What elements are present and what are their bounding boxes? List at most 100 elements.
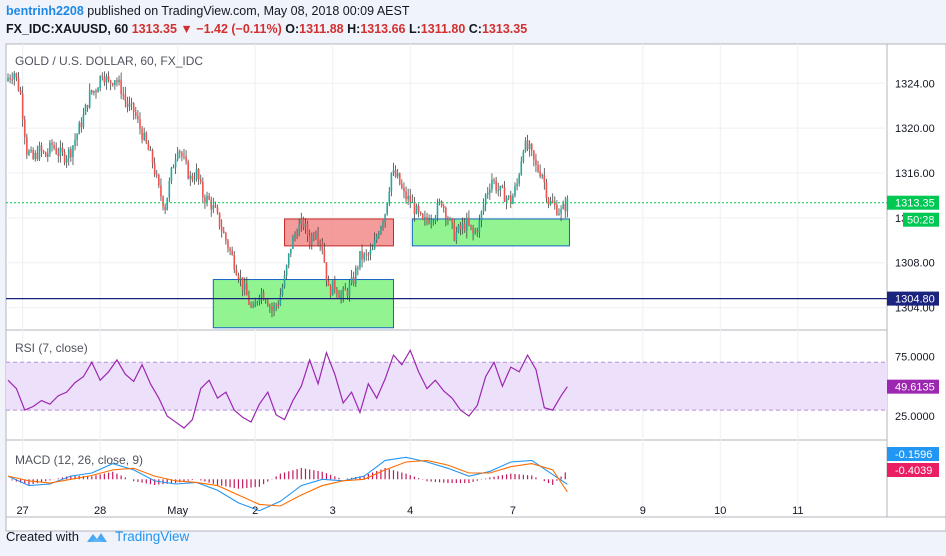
candle-body [82,114,85,128]
candle-body [507,195,510,198]
close-value: 1313.35 [481,22,528,36]
candle-body [126,100,129,107]
candle-body [524,140,527,152]
candle-body [373,240,376,249]
candle-body [522,151,525,162]
candle-body [222,231,225,234]
tradingview-brand-link[interactable]: TradingView [114,529,190,544]
candle-body [497,190,500,192]
candle-body [478,220,481,233]
candle-body [558,213,560,215]
support-zone [212,279,394,329]
candle-body [445,207,447,219]
candle-body [386,203,388,215]
price-tick-label: 1324.00 [895,78,935,90]
candle-body [484,194,487,205]
candle-body [279,295,282,306]
candle-body [505,197,508,202]
candle-body [407,195,409,200]
candle-body [566,198,569,212]
candle-body [327,280,330,286]
candle-body [34,152,37,159]
candle-body [340,295,342,299]
candle-body [208,195,210,200]
candle-body [246,284,248,296]
level-badge-text: 1304.80 [895,294,935,306]
candle-body [118,79,120,83]
open-value: 1311.88 [299,22,344,36]
candle-body [225,233,227,241]
price-axis [886,43,946,518]
candle-body [193,179,196,181]
candle-body [166,197,169,210]
candle-body [15,73,18,78]
high-label: H: [347,22,361,36]
candle-body [491,179,493,190]
created-with-label: Created with [6,529,79,544]
candle-body [442,206,445,208]
candle-body [334,280,336,289]
candle-body [101,75,104,78]
candle-body [137,116,139,120]
candle-body [162,196,164,207]
candle-body [363,253,365,260]
time-tick-label: 3 [330,505,336,517]
symbol-label: FX_IDC:XAUUSD, 60 [6,22,129,36]
candle-body [539,171,541,177]
candle-body [147,142,150,151]
candle-body [164,206,166,210]
candle-body [560,209,562,214]
candle-body [545,182,548,199]
candle-body [541,174,544,177]
candle-body [124,94,127,101]
macd-line [7,456,568,512]
candle-body [84,104,87,115]
candle-body [9,77,11,80]
price-pane [5,43,888,331]
candle-body [153,163,156,175]
candle-body [243,284,246,290]
candle-body [547,198,550,205]
candle-body [367,254,370,256]
time-tick-label: 2 [252,505,258,517]
candle-body [28,151,30,155]
candle-body [130,102,133,104]
candle-body [235,269,238,275]
candle-body [390,172,393,192]
candle-body [512,195,514,204]
ohlc-line: FX_IDC:XAUUSD, 60 1313.35 ▼ −1.42 (−0.11… [6,22,527,36]
countdown-badge-text: 50:28 [907,215,935,227]
author-link[interactable]: bentrinh2208 [6,4,84,18]
low-label: L: [408,22,421,36]
candle-body [38,145,41,160]
candle-body [220,226,223,232]
time-tick-label: 4 [407,505,413,517]
candle-body [472,227,474,234]
candle-body [65,158,68,163]
candle-body [396,173,399,177]
candle-body [319,241,321,244]
candle-body [13,73,16,80]
last-price: 1313.35 [131,22,177,36]
candle-body [432,220,435,222]
candle-body [535,159,537,165]
close-label: C: [468,22,482,36]
candle-body [275,304,277,306]
last-price-badge [887,195,939,210]
candle-body [93,90,95,93]
signal-value-badge-text: -0.4039 [895,465,932,477]
candle-body [409,195,412,203]
candle-body [342,288,344,296]
candle-body [436,203,439,218]
candle-body [116,80,118,83]
rsi-tick-label: 75.0000 [895,351,935,363]
candle-body [51,142,53,145]
candle-body [495,180,497,191]
candle-body [218,212,221,227]
candle-body [103,77,106,83]
candle-body [191,175,194,180]
candle-body [57,153,60,156]
candle-body [329,285,332,296]
candle-body [237,274,240,280]
